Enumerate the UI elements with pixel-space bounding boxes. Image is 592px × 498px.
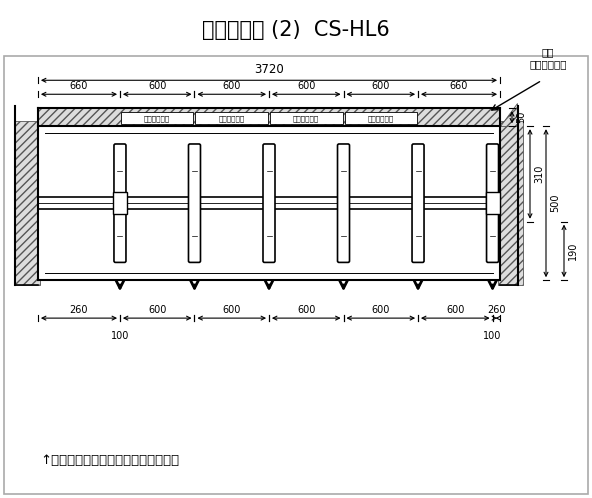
Text: アンカー芯々: アンカー芯々: [218, 115, 245, 122]
Bar: [345, 112, 417, 124]
Text: 100: 100: [483, 331, 502, 341]
Bar: [113, 192, 127, 214]
Text: 500: 500: [550, 194, 560, 213]
Bar: [195, 112, 268, 124]
FancyBboxPatch shape: [337, 144, 349, 262]
FancyBboxPatch shape: [188, 144, 201, 262]
Bar: [121, 112, 194, 124]
Text: 土間
コンクリート: 土間 コンクリート: [529, 47, 567, 69]
Text: 600: 600: [148, 305, 166, 315]
Text: 600: 600: [223, 305, 241, 315]
Text: 660: 660: [70, 81, 88, 91]
FancyBboxPatch shape: [487, 144, 498, 262]
Text: 600: 600: [297, 81, 316, 91]
Text: 600: 600: [223, 81, 241, 91]
FancyBboxPatch shape: [263, 144, 275, 262]
Text: 660: 660: [450, 81, 468, 91]
Text: 600: 600: [446, 305, 465, 315]
Text: 190: 190: [568, 242, 578, 260]
Text: 260: 260: [70, 305, 88, 315]
Bar: [15, 121, 40, 285]
Bar: [38, 108, 500, 126]
FancyBboxPatch shape: [114, 144, 126, 262]
Bar: [485, 192, 500, 214]
Text: 50: 50: [516, 111, 526, 124]
Text: アンカー芯々: アンカー芯々: [293, 115, 319, 122]
Text: アンカー芯々: アンカー芯々: [368, 115, 394, 122]
Text: 260: 260: [487, 305, 506, 315]
Text: 600: 600: [372, 81, 390, 91]
Text: 600: 600: [297, 305, 316, 315]
Bar: [270, 112, 343, 124]
Text: ↑矢印の方向は自転車収納方向を示す: ↑矢印の方向は自転車収納方向を示す: [40, 454, 179, 467]
Text: 600: 600: [372, 305, 390, 315]
Text: 600: 600: [148, 81, 166, 91]
Text: 100: 100: [111, 331, 129, 341]
Bar: [38, 126, 500, 280]
Text: アンカー芯々: アンカー芯々: [144, 115, 170, 122]
Text: 3720: 3720: [254, 63, 284, 76]
FancyBboxPatch shape: [412, 144, 424, 262]
Polygon shape: [500, 103, 517, 126]
Text: 310: 310: [534, 165, 544, 183]
Text: 基礎平面図 (2)  CS-HL6: 基礎平面図 (2) CS-HL6: [202, 20, 390, 40]
Bar: [498, 121, 523, 285]
